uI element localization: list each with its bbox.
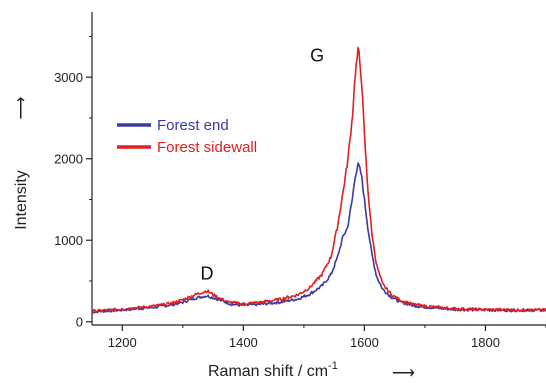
x-tick-label: 1400: [229, 335, 258, 350]
y-axis-arrow: ⟶: [13, 96, 30, 119]
legend-entry-label: Forest end: [157, 117, 229, 134]
legend: Forest end Forest sidewall: [117, 117, 257, 156]
legend-entry-label: Forest sidewall: [157, 139, 257, 156]
y-tick-label: 2000: [54, 152, 83, 167]
x-axis-title-superscript: -1: [328, 360, 338, 372]
x-axis-arrow: ⟶: [392, 365, 415, 382]
annotations: DG: [201, 46, 325, 284]
y-tick-label: 1000: [54, 233, 83, 248]
y-tick-label: 0: [76, 315, 83, 330]
series-lines: [92, 48, 546, 313]
y-axis-title-group: Intensity: [13, 170, 30, 230]
peak-label-g: G: [310, 46, 324, 66]
x-axis-title: Raman shift / cm-1: [208, 360, 338, 380]
y-axis-title: Intensity: [13, 170, 30, 230]
series-line-forest-sidewall: [92, 48, 546, 313]
peak-label-d: D: [201, 263, 214, 283]
x-tick-label: 1600: [350, 335, 379, 350]
x-tick-label: 1800: [471, 335, 500, 350]
y-axis-arrow-group: ⟶: [13, 96, 30, 119]
x-tick-label: 1200: [108, 335, 137, 350]
y-tick-label: 3000: [54, 70, 83, 85]
series-line-forest-end: [92, 163, 546, 313]
